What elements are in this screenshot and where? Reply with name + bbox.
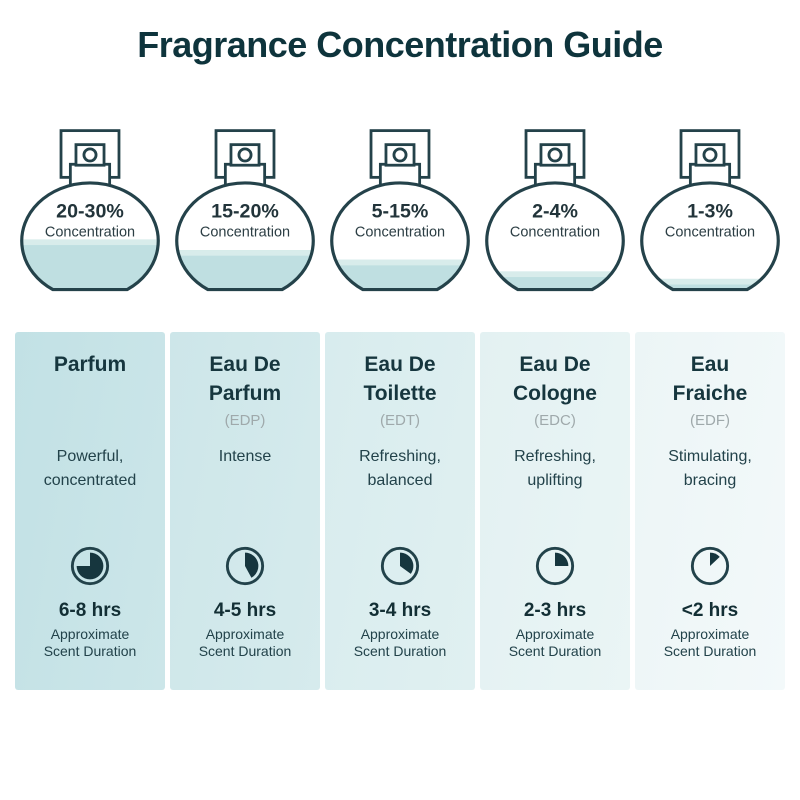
bottle-outline — [485, 181, 625, 292]
bottle-outline — [175, 181, 315, 292]
perfume-bottle: 2-4% Concentration — [480, 125, 630, 312]
concentration-value: 15-20% — [211, 201, 279, 223]
scent-duration-value: <2 hrs — [681, 600, 739, 622]
fragrance-card-column: Eau De Toilette (EDT) Refreshing, balanc… — [325, 332, 475, 691]
perfume-bottle-icon: 20-30% Concentration — [20, 129, 160, 292]
scent-duration-caption: Approximate Scent Duration — [43, 626, 137, 660]
scent-duration-value: 6-8 hrs — [58, 600, 122, 622]
fragrance-card-column: Eau De Parfum (EDP) Intense 4-5 hrs Appr… — [170, 332, 320, 691]
clock-icon — [70, 547, 110, 586]
clock-icon — [535, 547, 575, 586]
fragrance-name: Parfum — [53, 353, 127, 377]
concentration-label: Concentration — [200, 225, 290, 241]
fragrance-description: Stimulating, bracing — [668, 448, 752, 489]
fragrance-abbreviation: (EDT) — [380, 412, 420, 430]
concentration-value: 2-4% — [532, 201, 578, 223]
cap-nozzle-hole — [392, 147, 408, 163]
fragrance-card: Eau De Parfum (EDP) Intense 4-5 hrs Appr… — [170, 332, 320, 691]
fragrance-description: Intense — [218, 448, 272, 466]
fragrance-card: Eau De Toilette (EDT) Refreshing, balanc… — [325, 332, 475, 691]
fragrance-name: Eau De Toilette — [363, 353, 437, 406]
fragrance-abbreviation: (EDF) — [690, 412, 730, 430]
perfume-bottle-icon: 2-4% Concentration — [485, 129, 625, 292]
scent-duration-value: 2-3 hrs — [523, 600, 587, 622]
cap-nozzle-hole — [237, 147, 253, 163]
cards-row: Parfum Powerful, concentrated 6-8 hrs Ap… — [0, 332, 800, 691]
scent-duration-caption: Approximate Scent Duration — [663, 626, 757, 660]
concentration-label: Concentration — [355, 225, 445, 241]
bottle-liquid — [331, 260, 469, 290]
scent-duration-caption: Approximate Scent Duration — [198, 626, 292, 660]
fragrance-name: Eau De Parfum — [208, 353, 282, 406]
bottle-liquid — [176, 250, 314, 290]
fragrance-name: Eau Fraiche — [672, 353, 748, 406]
perfume-bottle-icon: 15-20% Concentration — [175, 129, 315, 292]
fragrance-card: Parfum Powerful, concentrated 6-8 hrs Ap… — [15, 332, 165, 691]
fragrance-description: Refreshing, uplifting — [514, 448, 596, 489]
perfume-bottle-icon: 5-15% Concentration — [330, 129, 470, 292]
fragrance-card-column: Parfum Powerful, concentrated 6-8 hrs Ap… — [15, 332, 165, 691]
bottle-liquid — [21, 239, 159, 290]
bottle-body — [486, 183, 624, 290]
bottle-outline — [20, 181, 160, 292]
cap-nozzle-hole — [547, 147, 563, 163]
clock-icon — [690, 547, 730, 586]
bottle-outline — [330, 181, 470, 292]
bottles-row: 20-30% Concentration — [0, 125, 800, 312]
perfume-bottle-icon: 1-3% Concentration — [640, 129, 780, 292]
bottle-outline — [640, 181, 780, 292]
clock-icon — [380, 547, 420, 586]
fragrance-card-column: Eau De Cologne (EDC) Refreshing, uplifti… — [480, 332, 630, 691]
cap-nozzle-hole — [702, 147, 718, 163]
concentration-value: 20-30% — [56, 201, 124, 223]
fragrance-abbreviation: (EDC) — [534, 412, 576, 430]
fragrance-description: Powerful, concentrated — [43, 448, 137, 489]
perfume-bottle: 1-3% Concentration — [635, 125, 785, 312]
concentration-label: Concentration — [45, 225, 135, 241]
bottle-liquid — [486, 271, 624, 290]
concentration-value: 1-3% — [687, 201, 733, 223]
fragrance-guide-infographic: Fragrance Concentration Guide — [0, 24, 800, 800]
scent-duration-caption: Approximate Scent Duration — [353, 626, 447, 660]
scent-duration-caption: Approximate Scent Duration — [508, 626, 602, 660]
perfume-bottle: 20-30% Concentration — [15, 125, 165, 312]
concentration-label: Concentration — [510, 225, 600, 241]
page-title: Fragrance Concentration Guide — [137, 24, 663, 65]
perfume-bottle: 15-20% Concentration — [170, 125, 320, 312]
clock-icon — [225, 547, 265, 586]
bottle-body — [641, 183, 779, 290]
scent-duration-value: 4-5 hrs — [213, 600, 277, 622]
concentration-label: Concentration — [665, 225, 755, 241]
fragrance-card: Eau Fraiche (EDF) Stimulating, bracing <… — [635, 332, 785, 691]
fragrance-description: Refreshing, balanced — [359, 448, 441, 489]
fragrance-abbreviation: (EDP) — [224, 412, 266, 430]
scent-duration-value: 3-4 hrs — [368, 600, 432, 622]
cap-nozzle-hole — [82, 147, 98, 163]
perfume-bottle: 5-15% Concentration — [325, 125, 475, 312]
fragrance-name: Eau De Cologne — [513, 353, 597, 406]
fragrance-card: Eau De Cologne (EDC) Refreshing, uplifti… — [480, 332, 630, 691]
concentration-value: 5-15% — [372, 201, 429, 223]
bottle-liquid — [641, 279, 779, 290]
fragrance-card-column: Eau Fraiche (EDF) Stimulating, bracing <… — [635, 332, 785, 691]
